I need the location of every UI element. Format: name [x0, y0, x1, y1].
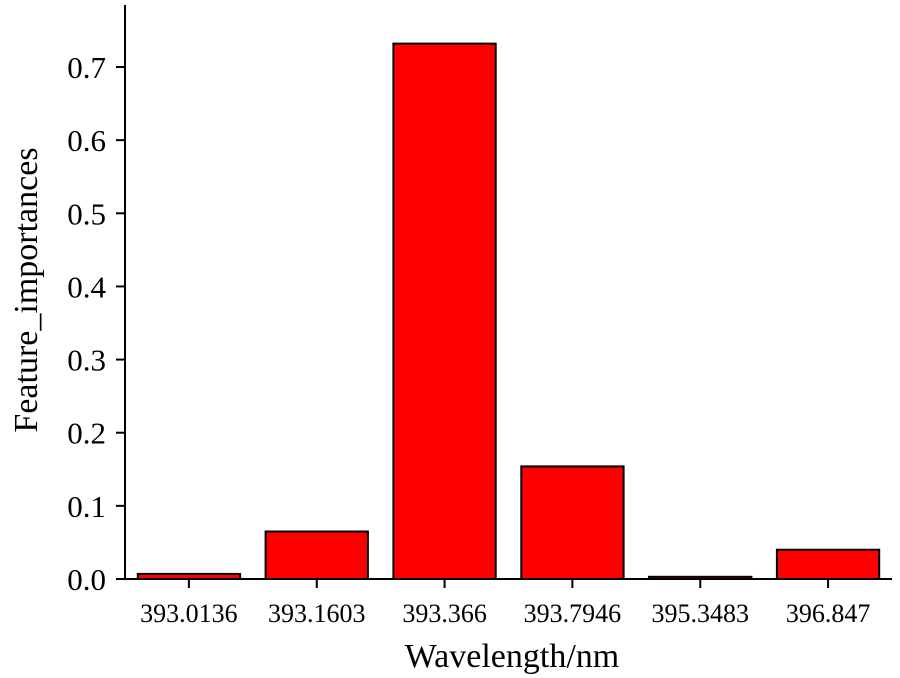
y-tick-label: 0.3 — [67, 343, 106, 378]
y-axis-title: Feature_importances — [8, 147, 45, 432]
y-tick-label: 0.7 — [67, 50, 106, 85]
bar-393.1603 — [264, 530, 369, 580]
bar-393.366 — [392, 42, 497, 581]
y-tick-label: 0.4 — [67, 269, 106, 304]
y-tick-label: 0.2 — [67, 416, 106, 451]
y-tick-label: 0.5 — [67, 196, 106, 231]
y-ticks-group: 0.0 0.1 0.2 0.3 0.4 0.5 0.6 0.7 — [67, 50, 125, 597]
x-axis-title: Wavelength/nm — [405, 638, 619, 675]
y-tick-label: 0.6 — [67, 123, 106, 158]
x-tick-label: 393.0136 — [140, 599, 238, 628]
bar-393.7946 — [520, 465, 625, 580]
x-tick-label: 393.7946 — [524, 599, 622, 628]
x-ticks-group: 393.0136 393.1603 393.366 393.7946 395.3483 3… — [140, 579, 870, 628]
bar-396.847 — [775, 548, 881, 581]
y-tick-label: 0.0 — [67, 562, 106, 597]
x-tick-label: 395.3483 — [652, 599, 750, 628]
y-tick-label: 0.1 — [67, 489, 106, 524]
bars-group — [136, 42, 881, 581]
x-tick-label: 396.847 — [786, 599, 871, 628]
x-tick-label: 393.1603 — [268, 599, 366, 628]
x-tick-label: 393.366 — [402, 599, 487, 628]
axes-group — [124, 5, 892, 580]
